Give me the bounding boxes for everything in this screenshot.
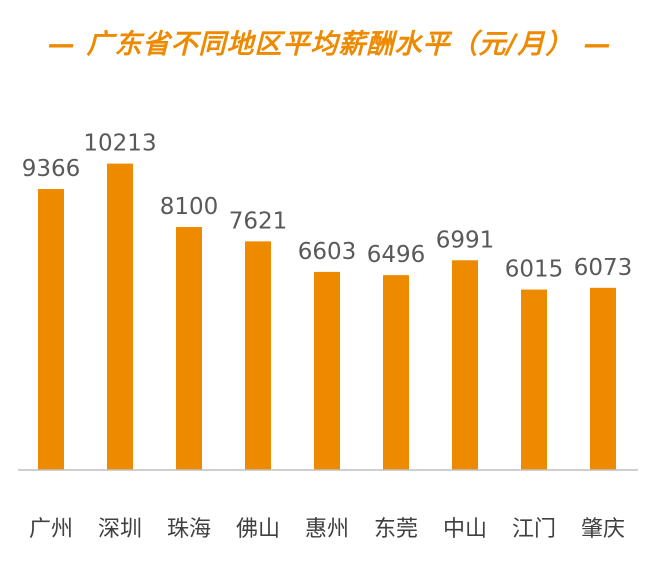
bar-8: [590, 287, 616, 470]
category-label-3: 佛山: [236, 517, 280, 542]
category-label-8: 肇庆: [581, 517, 625, 542]
bars-layer: [38, 163, 616, 471]
bar-3: [245, 241, 271, 470]
value-label-0: 9366: [22, 156, 81, 182]
bar-7: [521, 289, 547, 470]
category-label-7: 江门: [512, 517, 556, 542]
category-label-1: 深圳: [98, 517, 142, 542]
bar-6: [452, 260, 478, 470]
value-label-5: 6496: [367, 242, 426, 268]
bar-4: [314, 271, 340, 470]
value-label-8: 6073: [574, 255, 633, 281]
category-label-4: 惠州: [305, 517, 349, 542]
category-label-2: 珠海: [167, 517, 211, 542]
category-label-0: 广州: [29, 517, 73, 542]
value-label-4: 6603: [298, 239, 357, 265]
bar-5: [383, 275, 409, 470]
category-labels-layer: 广州 深圳 珠海 佛山 惠州 东莞 中山 江门 肇庆: [29, 517, 625, 542]
bar-2: [176, 227, 202, 470]
value-label-3: 7621: [229, 208, 288, 234]
value-label-6: 6991: [436, 227, 495, 253]
value-label-7: 6015: [505, 257, 564, 283]
category-label-5: 东莞: [374, 517, 418, 542]
bar-0: [38, 189, 64, 470]
bar-1: [107, 163, 133, 471]
chart-title: — 广东省不同地区平均薪酬水平（元/月） —: [48, 29, 612, 60]
category-label-6: 中山: [443, 517, 487, 542]
value-label-2: 8100: [160, 194, 219, 220]
value-label-1: 10213: [83, 131, 156, 157]
